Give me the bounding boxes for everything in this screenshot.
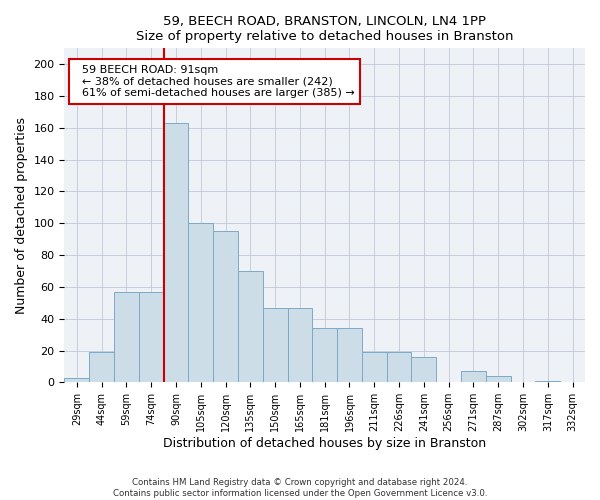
Bar <box>313 328 337 382</box>
Text: Contains HM Land Registry data © Crown copyright and database right 2024.
Contai: Contains HM Land Registry data © Crown c… <box>113 478 487 498</box>
Y-axis label: Number of detached properties: Number of detached properties <box>15 117 28 314</box>
Bar <box>412 357 436 382</box>
Bar <box>188 224 213 382</box>
Bar <box>535 381 560 382</box>
X-axis label: Distribution of detached houses by size in Branston: Distribution of detached houses by size … <box>163 437 486 450</box>
Bar <box>263 308 287 382</box>
Bar <box>213 231 238 382</box>
Text: 59 BEECH ROAD: 91sqm
  ← 38% of detached houses are smaller (242)
  61% of semi-: 59 BEECH ROAD: 91sqm ← 38% of detached h… <box>75 65 355 98</box>
Bar <box>362 352 386 382</box>
Bar <box>461 371 486 382</box>
Bar <box>238 271 263 382</box>
Bar <box>139 292 164 382</box>
Bar <box>287 308 313 382</box>
Bar <box>164 123 188 382</box>
Bar <box>89 352 114 382</box>
Bar <box>337 328 362 382</box>
Bar <box>386 352 412 382</box>
Title: 59, BEECH ROAD, BRANSTON, LINCOLN, LN4 1PP
Size of property relative to detached: 59, BEECH ROAD, BRANSTON, LINCOLN, LN4 1… <box>136 15 514 43</box>
Bar <box>64 378 89 382</box>
Bar <box>114 292 139 382</box>
Bar <box>486 376 511 382</box>
